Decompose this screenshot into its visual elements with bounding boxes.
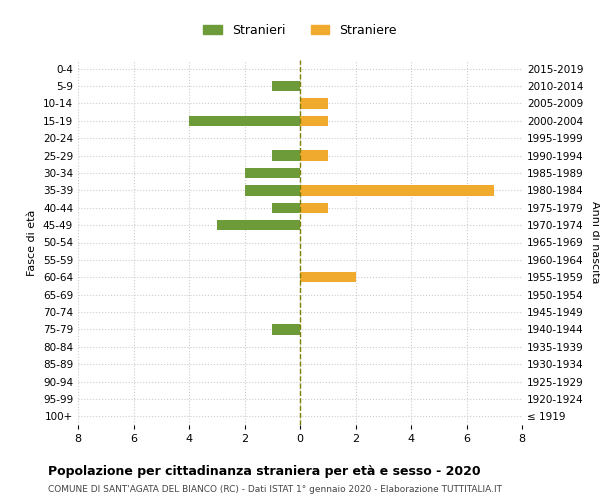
Bar	[245, 185, 300, 196]
Bar	[217, 220, 300, 230]
Bar	[300, 116, 328, 126]
Y-axis label: Anni di nascita: Anni di nascita	[590, 201, 600, 284]
Y-axis label: Fasce di età: Fasce di età	[28, 210, 37, 276]
Bar	[300, 150, 328, 161]
Bar	[272, 202, 300, 213]
Bar	[300, 202, 328, 213]
Bar	[300, 185, 494, 196]
Bar	[300, 98, 328, 108]
Bar	[189, 116, 300, 126]
Bar	[272, 324, 300, 334]
Text: Popolazione per cittadinanza straniera per età e sesso - 2020: Popolazione per cittadinanza straniera p…	[48, 465, 481, 478]
Bar	[245, 168, 300, 178]
Bar	[272, 81, 300, 92]
Bar	[272, 150, 300, 161]
Legend: Stranieri, Straniere: Stranieri, Straniere	[198, 19, 402, 42]
Bar	[300, 272, 355, 282]
Text: COMUNE DI SANT'AGATA DEL BIANCO (RC) - Dati ISTAT 1° gennaio 2020 - Elaborazione: COMUNE DI SANT'AGATA DEL BIANCO (RC) - D…	[48, 485, 502, 494]
